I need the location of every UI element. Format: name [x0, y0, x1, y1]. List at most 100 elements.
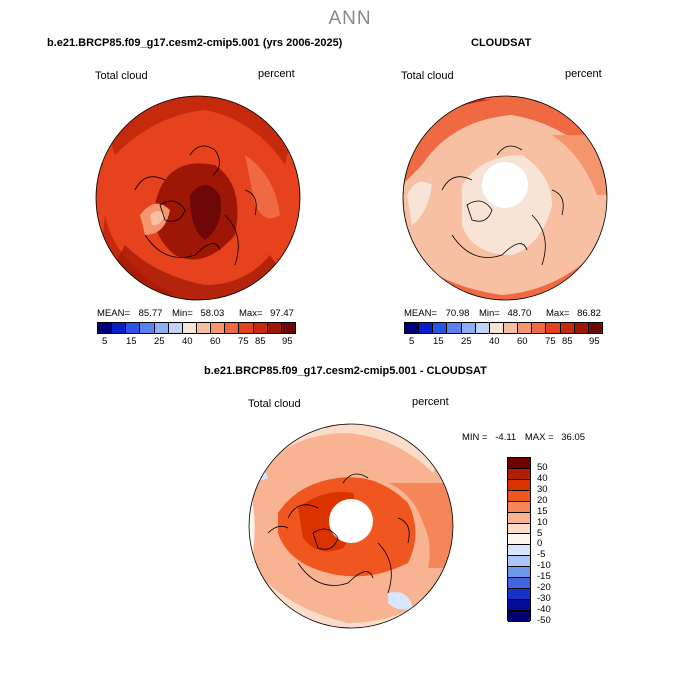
colorbar-swatch [112, 323, 127, 333]
left-units-label: percent [258, 68, 295, 80]
colorbar-swatch [508, 534, 530, 546]
colorbar-swatch [508, 523, 530, 535]
right-max-label: Max= [546, 308, 570, 319]
bottom-colorbar-tick: -15 [537, 571, 551, 583]
left-mean-label: MEAN= [97, 308, 130, 319]
left-max-label: Max= [239, 308, 263, 319]
right-colorbar-tick: 95 [589, 336, 600, 347]
right-colorbar-tick: 15 [433, 336, 444, 347]
colorbar-swatch [433, 323, 448, 333]
left-min-label: Min= [172, 308, 193, 319]
bottom-colorbar-tick: 5 [537, 527, 543, 539]
colorbar-swatch [182, 323, 197, 333]
bottom-colorbar-tick: 0 [537, 538, 543, 550]
right-units-label: percent [565, 68, 602, 80]
colorbar-swatch [419, 323, 434, 333]
bottom-colorbar-tick: -50 [537, 615, 551, 626]
colorbar-swatch [98, 323, 113, 333]
colorbar-swatch [196, 323, 212, 333]
left-colorbar-tick: 85 [255, 336, 266, 347]
bottom-polar-map [248, 423, 454, 629]
colorbar-swatch [546, 323, 561, 333]
right-mean-label: MEAN= [404, 308, 437, 319]
colorbar-swatch [588, 323, 602, 333]
left-mean-value: 85.77 [138, 308, 163, 319]
left-colorbar [97, 322, 296, 334]
right-min-value: 48.70 [507, 308, 532, 319]
bottom-colorbar-tick: 30 [537, 483, 548, 495]
colorbar-swatch [211, 323, 226, 333]
colorbar-swatch [225, 323, 240, 333]
right-colorbar-tick: 5 [409, 336, 415, 347]
bottom-colorbar-tick: 50 [537, 461, 548, 473]
left-colorbar-tick: 60 [210, 336, 221, 347]
colorbar-swatch [503, 323, 519, 333]
bottom-colorbar-tick: 40 [537, 472, 548, 484]
left-colorbar-tick: 5 [102, 336, 108, 347]
bottom-min-value: -4.11 [495, 432, 517, 443]
bottom-colorbar-tick: 20 [537, 494, 548, 506]
colorbar-swatch [508, 545, 530, 557]
colorbar-swatch [126, 323, 141, 333]
right-polar-map [402, 95, 608, 301]
right-mean-value: 70.98 [445, 308, 470, 319]
bottom-colorbar-tick: 15 [537, 505, 548, 517]
colorbar-swatch [532, 323, 547, 333]
colorbar-swatch [508, 556, 530, 568]
bottom-panel-header: b.e21.BRCP85.f09_g17.cesm2-cmip5.001 - C… [204, 365, 487, 377]
colorbar-swatch [267, 323, 282, 333]
right-field-label: Total cloud [401, 70, 454, 82]
left-field-label: Total cloud [95, 70, 148, 82]
colorbar-swatch [281, 323, 295, 333]
right-colorbar-tick: 40 [489, 336, 500, 347]
bottom-colorbar-tick: -30 [537, 593, 551, 605]
colorbar-swatch [475, 323, 490, 333]
right-colorbar-tick: 60 [517, 336, 528, 347]
colorbar-swatch [518, 323, 533, 333]
colorbar-swatch [508, 599, 530, 611]
left-colorbar-tick: 75 [238, 336, 249, 347]
colorbar-swatch [253, 323, 268, 333]
colorbar-swatch [508, 512, 530, 524]
right-colorbar-tick: 25 [461, 336, 472, 347]
bottom-colorbar-tick: -10 [537, 560, 551, 572]
colorbar-swatch [508, 458, 530, 469]
bottom-units-label: percent [412, 396, 449, 408]
left-colorbar-tick: 15 [126, 336, 137, 347]
bottom-colorbar [507, 457, 531, 622]
bottom-colorbar-tick: -5 [537, 549, 546, 561]
colorbar-swatch [508, 490, 530, 502]
colorbar-swatch [447, 323, 462, 333]
left-colorbar-tick: 25 [154, 336, 165, 347]
right-colorbar-tick: 85 [562, 336, 573, 347]
left-colorbar-tick: 40 [182, 336, 193, 347]
colorbar-swatch [461, 323, 476, 333]
left-max-value: 97.47 [270, 308, 294, 319]
right-min-label: Min= [479, 308, 500, 319]
colorbar-swatch [508, 610, 530, 622]
bottom-colorbar-tick: -40 [537, 604, 551, 616]
bottom-field-label: Total cloud [248, 398, 301, 410]
page-title: ANN [328, 8, 372, 29]
bottom-min-label: MIN = [462, 432, 488, 443]
right-panel-header: CLOUDSAT [471, 37, 532, 49]
colorbar-swatch [489, 323, 504, 333]
colorbar-swatch [508, 578, 530, 590]
bottom-colorbar-tick: -20 [537, 582, 551, 594]
right-colorbar-ticks: 5 15 25 40 60 75 85 95 [404, 336, 603, 348]
colorbar-swatch [508, 589, 530, 600]
colorbar-swatch [560, 323, 575, 333]
bottom-colorbar-ticks: 50 40 30 20 15 10 5 0 -5 -10 -15 -20 -30 -40 -50 [537, 457, 577, 626]
left-polar-map [95, 95, 301, 301]
colorbar-swatch [405, 323, 420, 333]
left-panel-header: b.e21.BRCP85.f09_g17.cesm2-cmip5.001 (yr… [47, 37, 343, 49]
left-colorbar-tick: 95 [282, 336, 293, 347]
left-min-value: 58.03 [200, 308, 225, 319]
left-colorbar-ticks: 5 15 25 40 60 75 85 95 [97, 336, 296, 348]
colorbar-swatch [239, 323, 254, 333]
colorbar-swatch [508, 479, 530, 491]
right-max-value: 86.82 [577, 308, 601, 319]
colorbar-swatch [140, 323, 155, 333]
bottom-colorbar-tick: 10 [537, 516, 548, 528]
colorbar-swatch [508, 567, 530, 579]
